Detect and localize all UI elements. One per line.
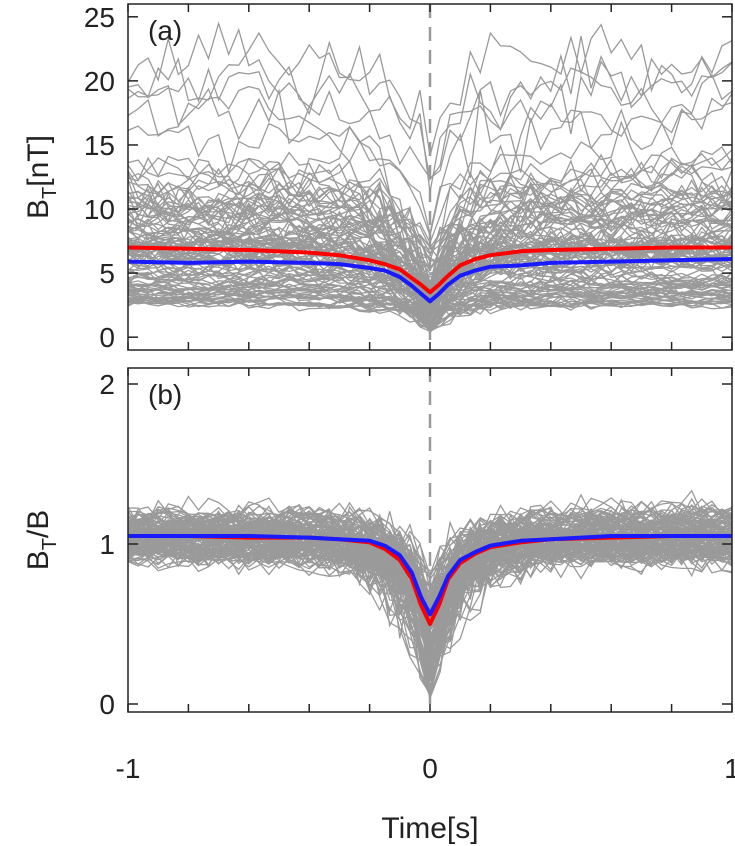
mean-curve-blue [127,257,733,304]
y-tick-label: 10 [84,194,115,225]
event-curve [127,31,733,182]
event-curve [127,213,733,322]
event-curve [127,261,733,297]
event-curve [127,120,733,234]
x-tick-label: 1 [724,753,735,784]
y-tick-label: 5 [99,258,115,289]
panel-label-a: (a) [148,15,182,46]
y-tick-label: 15 [84,130,115,161]
y-axis-label-a: BT[nT] [22,135,61,219]
y-axis-label-a-sub: T [39,187,61,199]
panel-label-b: (b) [148,379,182,410]
y-tick-label: 25 [84,2,115,33]
event-curve [127,522,733,644]
ticks-a: 0 5 10 15 20 25 [84,2,733,353]
y-axis-label-b-main: B [22,550,55,570]
y-axis-label-a-main: B [22,199,55,219]
event-curve [127,159,733,251]
y-axis-label-a-rest: [nT] [22,135,55,187]
mean-curves-a [127,245,733,304]
y-axis-label-b: BT/B [22,510,61,571]
x-axis-label: Time[s] [381,812,478,845]
event-curve [127,248,733,278]
y-tick-label: 1 [99,529,115,560]
x-tick-label: 0 [422,753,438,784]
panel-b: 0 1 2 -1 0 1 (b) BT/B Time[s] [22,367,735,845]
y-axis-label-b-rest: /B [22,510,55,538]
y-tick-label: 2 [99,369,115,400]
ticks-b: 0 1 2 -1 0 1 [99,368,735,784]
mean-curve-blue [128,534,732,617]
y-tick-label: 0 [99,689,115,720]
event-curve [127,153,733,260]
panel-a: 0 5 10 15 20 25 (a) BT[nT] [22,2,733,353]
event-curve [127,97,733,297]
event-curve [127,513,733,667]
y-tick-label: 20 [84,66,115,97]
mean-curve-red [127,245,732,295]
y-tick-label: 0 [99,322,115,353]
event-curve [127,535,733,595]
y-axis-label-b-sub: T [39,538,61,550]
mean-curves-b [128,534,732,626]
x-tick-label: -1 [116,753,141,784]
